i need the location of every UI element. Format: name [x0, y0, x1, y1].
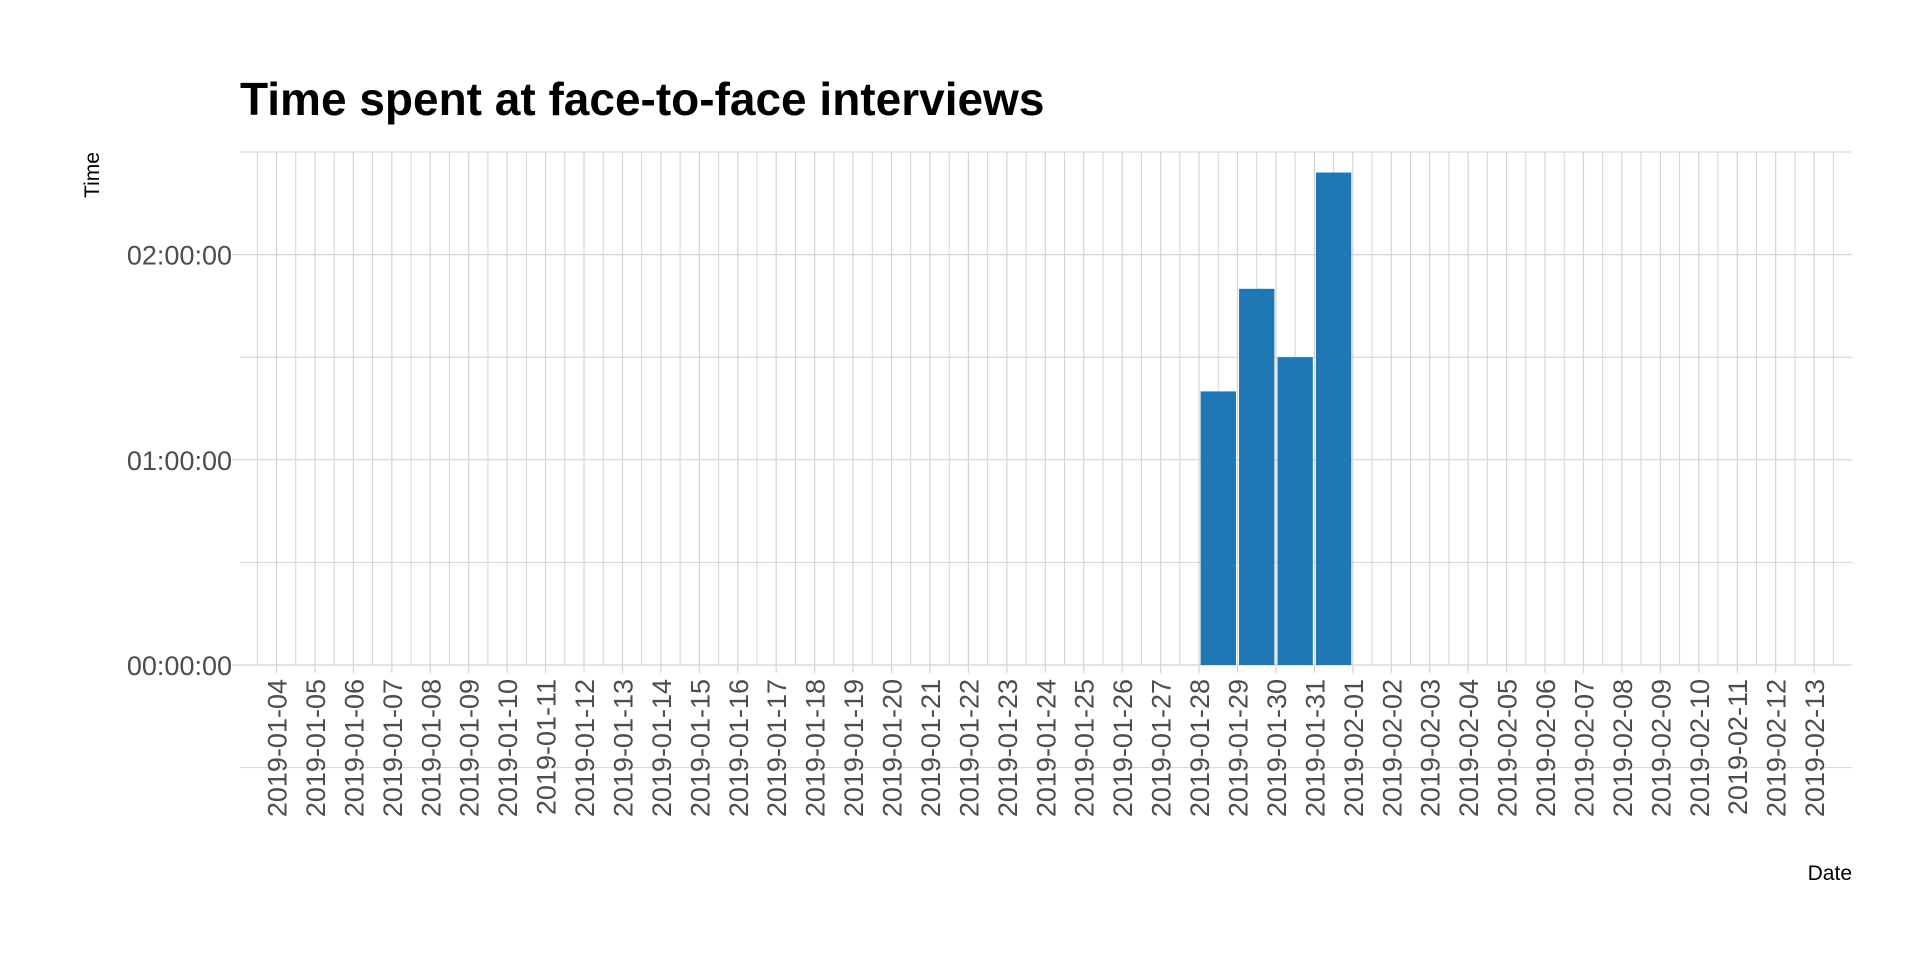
- x-tick-label: 2019-01-18: [801, 679, 831, 817]
- bars: [1200, 172, 1352, 665]
- y-axis-title: Time: [81, 152, 104, 198]
- y-tick-label: 02:00:00: [127, 241, 232, 271]
- x-tick-label: 2019-01-19: [839, 679, 869, 817]
- x-axis-ticks: 2019-01-04 2019-01-05 2019-01-06 2019-01-07…: [263, 665, 1830, 817]
- y-tick-label: 00:00:00: [127, 651, 232, 681]
- x-tick-label: 2019-02-08: [1608, 679, 1638, 817]
- x-tick-label: 2019-01-04: [263, 679, 293, 817]
- x-tick-label: 2019-01-05: [301, 679, 331, 817]
- x-tick-label: 2019-02-05: [1493, 679, 1523, 817]
- x-tick-label: 2019-01-20: [878, 679, 908, 817]
- x-tick-label: 2019-01-24: [1031, 679, 1061, 817]
- x-tick-label: 2019-01-17: [762, 679, 792, 817]
- x-tick-label: 2019-02-13: [1800, 679, 1830, 817]
- x-tick-label: 2019-01-09: [455, 679, 485, 817]
- x-tick-label: 2019-01-11: [532, 679, 562, 815]
- x-tick-label: 2019-02-01: [1339, 679, 1369, 817]
- x-axis-title: Date: [1808, 862, 1852, 885]
- x-tick-label: 2019-01-12: [570, 679, 600, 817]
- x-tick-label: 2019-01-22: [954, 679, 984, 817]
- x-tick-label: 2019-02-04: [1454, 679, 1484, 817]
- x-tick-label: 2019-01-28: [1185, 679, 1215, 817]
- x-tick-label: 2019-01-14: [647, 679, 677, 817]
- x-tick-label: 2019-01-10: [493, 679, 523, 817]
- y-tick-label: 01:00:00: [127, 446, 232, 476]
- x-tick-label: 2019-01-06: [339, 679, 369, 817]
- x-tick-label: 2019-01-15: [685, 679, 715, 817]
- x-tick-label: 2019-02-06: [1531, 679, 1561, 817]
- y-axis-ticks: 00:00:00 01:00:00 02:00:00: [127, 241, 240, 681]
- x-tick-label: 2019-01-31: [1300, 679, 1330, 817]
- bar-2019-01-30: [1277, 357, 1313, 665]
- x-tick-label: 2019-01-27: [1147, 679, 1177, 817]
- x-tick-label: 2019-02-03: [1416, 679, 1446, 817]
- grid: [240, 151, 1852, 769]
- x-tick-label: 2019-02-11: [1723, 679, 1753, 815]
- x-tick-label: 2019-01-08: [416, 679, 446, 817]
- x-tick-label: 2019-02-10: [1685, 679, 1715, 817]
- x-tick-label: 2019-01-23: [993, 679, 1023, 817]
- x-tick-label: 2019-02-12: [1762, 679, 1792, 817]
- bar-2019-01-28: [1200, 391, 1236, 665]
- x-tick-label: 2019-01-30: [1262, 679, 1292, 817]
- x-tick-label: 2019-02-09: [1646, 679, 1676, 817]
- x-tick-label: 2019-02-02: [1377, 679, 1407, 817]
- x-tick-label: 2019-01-16: [724, 679, 754, 817]
- x-tick-label: 2019-01-13: [608, 679, 638, 817]
- x-tick-label: 2019-01-21: [916, 679, 946, 817]
- x-tick-label: 2019-01-26: [1108, 679, 1138, 817]
- x-tick-label: 2019-01-29: [1224, 679, 1254, 817]
- bar-2019-01-29: [1239, 288, 1275, 665]
- bar-2019-01-31: [1315, 172, 1352, 665]
- x-tick-label: 2019-02-07: [1569, 679, 1599, 817]
- chart-title: Time spent at face-to-face interviews: [240, 73, 1044, 125]
- x-tick-label: 2019-01-07: [378, 679, 408, 817]
- x-tick-label: 2019-01-25: [1070, 679, 1100, 817]
